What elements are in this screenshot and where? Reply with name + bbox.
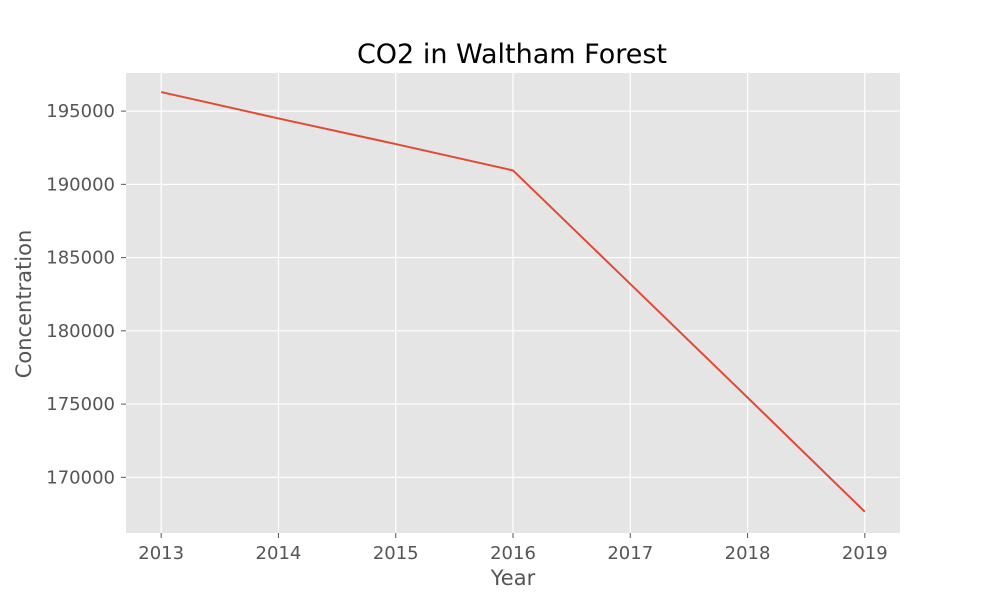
y-axis-label: Concentration bbox=[12, 230, 36, 379]
x-tick-label: 2019 bbox=[842, 543, 888, 564]
x-tick-label: 2015 bbox=[373, 543, 419, 564]
x-axis-ticks: 2013 2014 2015 2016 2017 2018 2019 bbox=[138, 533, 888, 564]
chart-title: CO2 in Waltham Forest bbox=[357, 39, 667, 70]
grid bbox=[126, 73, 900, 533]
y-tick-label: 185000 bbox=[46, 248, 115, 269]
y-tick-label: 175000 bbox=[46, 394, 115, 415]
y-axis-ticks: 170000 175000 180000 185000 190000 195000 bbox=[46, 101, 126, 488]
y-tick-label: 180000 bbox=[46, 321, 115, 342]
x-axis-label: Year bbox=[490, 566, 536, 590]
y-tick-label: 190000 bbox=[46, 174, 115, 195]
x-tick-label: 2014 bbox=[256, 543, 302, 564]
x-tick-label: 2016 bbox=[490, 543, 536, 564]
x-tick-label: 2017 bbox=[607, 543, 653, 564]
y-tick-label: 170000 bbox=[46, 467, 115, 488]
x-tick-label: 2013 bbox=[138, 543, 184, 564]
series-line bbox=[160, 91, 866, 513]
x-tick-label: 2018 bbox=[725, 543, 771, 564]
series-layer bbox=[160, 91, 866, 513]
y-tick-label: 195000 bbox=[46, 101, 115, 122]
